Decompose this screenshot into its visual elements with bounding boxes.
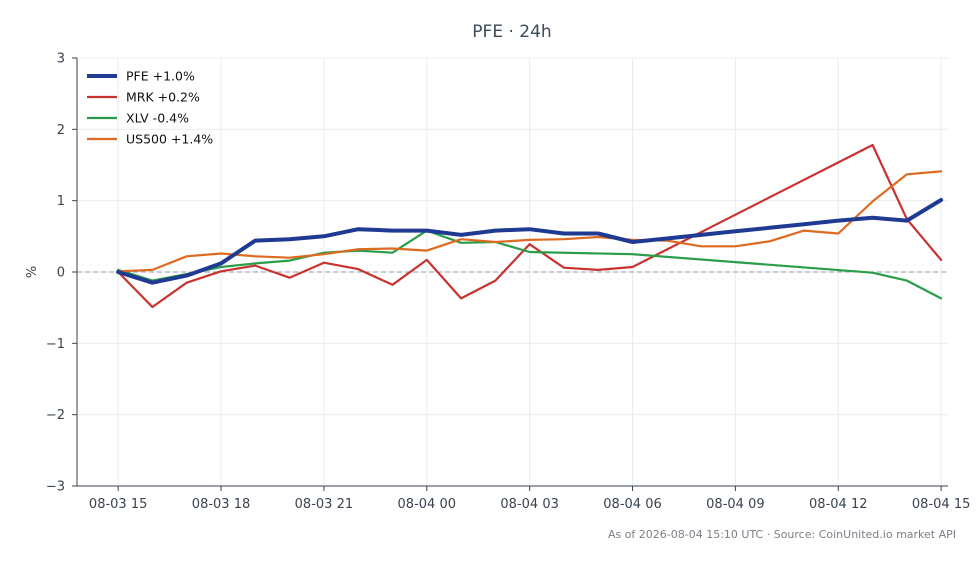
- legend: PFE +1.0% MRK +0.2% XLV -0.4% US500 +1.4%: [87, 69, 213, 147]
- axes: 3 2 1 0 −1 −2 −3 08-03 15 08-03 18 08-03 21 08-04 …: [46, 52, 971, 513]
- y-tick-label-1: 2: [57, 123, 65, 138]
- y-tick-label-4: −1: [46, 337, 65, 352]
- x-tick-label-0: 08-03 15: [89, 497, 147, 512]
- y-axis-label: %: [25, 266, 40, 278]
- legend-label-pfe: PFE +1.0%: [126, 69, 195, 84]
- x-tick-label-6: 08-04 09: [706, 497, 764, 512]
- y-tick-label-6: −3: [46, 480, 65, 495]
- y-tick-label-3: 0: [57, 266, 65, 281]
- x-tick-label-2: 08-03 21: [295, 497, 353, 512]
- y-tick-label-5: −2: [46, 408, 65, 423]
- x-tick-label-4: 08-04 03: [500, 497, 558, 512]
- x-tick-label-8: 08-04 15: [912, 497, 970, 512]
- legend-label-mrk: MRK +0.2%: [126, 90, 200, 105]
- chart-title: PFE · 24h: [472, 22, 551, 42]
- y-tick-label-0: 3: [57, 52, 65, 67]
- series-line-pfe: [116, 198, 944, 285]
- x-tick-label-1: 08-03 18: [192, 497, 250, 512]
- grid: [77, 57, 948, 487]
- legend-label-xlv: XLV -0.4%: [126, 111, 189, 126]
- series-line-mrk: [116, 143, 943, 309]
- x-tick-label-5: 08-04 06: [603, 497, 661, 512]
- x-tick-label-3: 08-04 00: [398, 497, 456, 512]
- series-group: [116, 143, 944, 309]
- footer-source: As of 2026-08-04 15:10 UTC · Source: Coi…: [608, 528, 956, 541]
- x-tick-label-7: 08-04 12: [809, 497, 867, 512]
- legend-label-us500: US500 +1.4%: [126, 132, 213, 147]
- series-line-us500: [116, 170, 943, 273]
- y-tick-label-2: 1: [57, 194, 65, 209]
